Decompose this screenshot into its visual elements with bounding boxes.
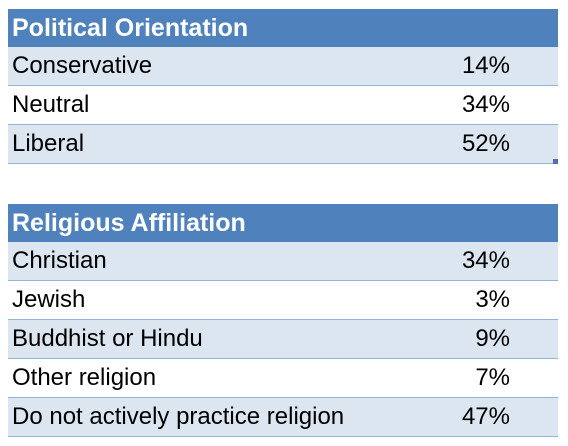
table-row: Liberal 52%	[8, 125, 558, 164]
table-resize-handle	[553, 159, 558, 164]
table-row: Conservative 14%	[8, 47, 558, 86]
row-label: Jewish	[12, 286, 86, 313]
row-label: Christian	[12, 247, 107, 274]
row-label: Other religion	[12, 364, 157, 391]
row-value: 3%	[475, 286, 510, 313]
row-value: 34%	[461, 247, 510, 274]
table-row: Other religion 7%	[8, 359, 558, 398]
row-label: Buddhist or Hindu	[12, 325, 203, 352]
row-value: 7%	[475, 364, 510, 391]
row-value: 47%	[461, 403, 510, 430]
religious-affiliation-header: Religious Affiliation	[8, 204, 558, 242]
row-value: 14%	[461, 52, 510, 79]
political-orientation-header: Political Orientation	[8, 9, 558, 47]
row-label: Conservative	[12, 52, 153, 79]
row-value: 52%	[461, 130, 510, 157]
table-row: Neutral 34%	[8, 86, 558, 125]
row-value: 34%	[461, 91, 510, 118]
religious-affiliation-table: Religious Affiliation Christian 34% Jewi…	[8, 204, 558, 437]
row-label: Liberal	[12, 130, 85, 157]
table-row: Jewish 3%	[8, 281, 558, 320]
table-row: Do not actively practice religion 47%	[8, 398, 558, 437]
political-orientation-table: Political Orientation Conservative 14% N…	[8, 9, 558, 164]
row-label: Neutral	[12, 91, 90, 118]
row-value: 9%	[475, 325, 510, 352]
table-row: Christian 34%	[8, 242, 558, 281]
row-label: Do not actively practice religion	[12, 403, 345, 430]
table-row: Buddhist or Hindu 9%	[8, 320, 558, 359]
